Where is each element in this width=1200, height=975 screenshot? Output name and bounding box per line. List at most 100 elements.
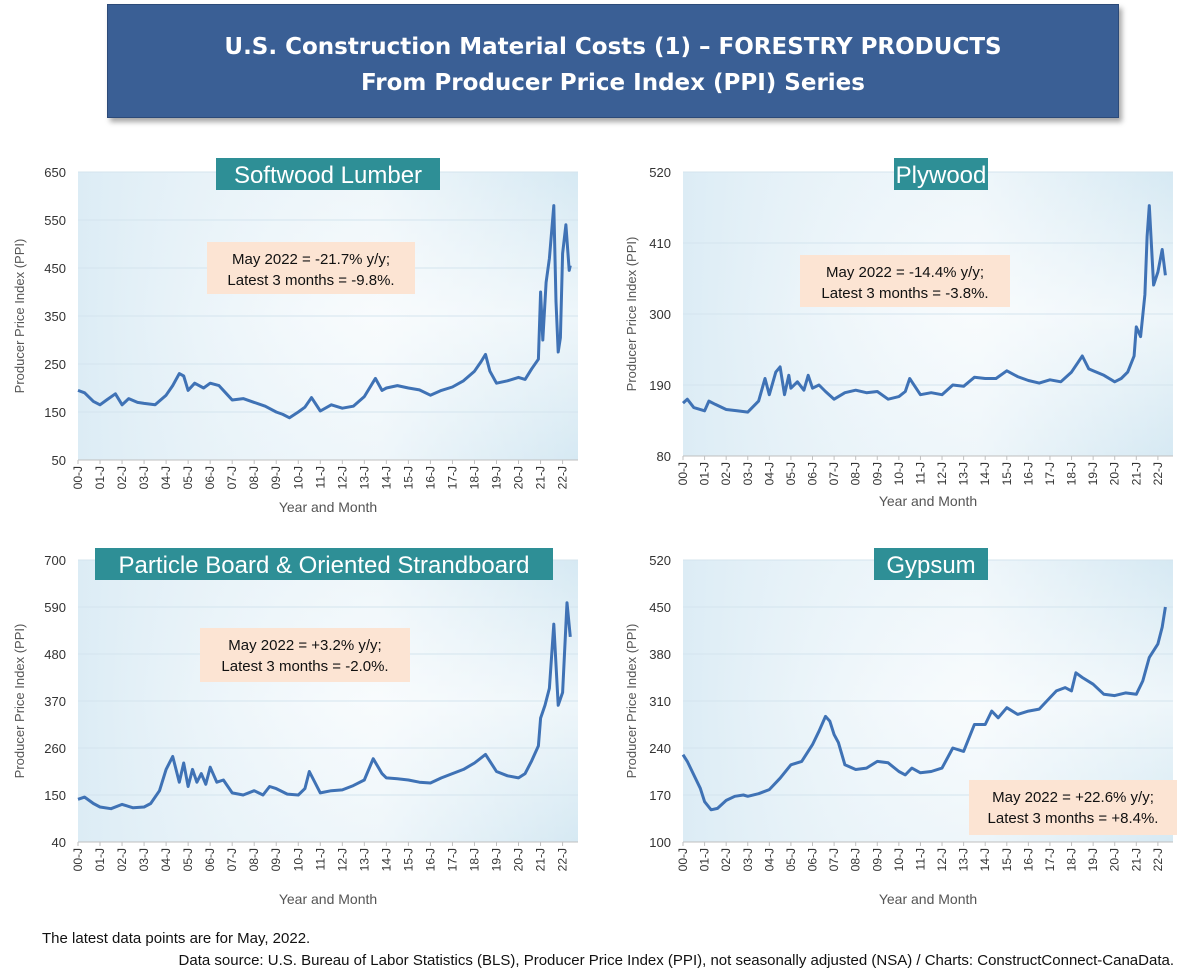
x-tick-label: 07-J [827,462,841,485]
softwood-lumber-chart: 50 150 250 350 450 550 650 00-J 01-J 02-J 03-J 04-J… [12,158,578,515]
x-tick-label: 09-J [269,466,283,489]
y-tick-label: 370 [44,694,66,709]
x-tick-label: 19-J [1086,848,1100,871]
x-tick-label: 09-J [870,462,884,485]
x-tick-label: 06-J [806,462,820,485]
x-tick-label: 21-J [534,466,548,489]
x-tick-label: 22-J [1151,462,1165,485]
x-tick-label: 13-J [957,848,971,871]
y-tick-label: 250 [44,357,66,372]
banner-title-line2: From Producer Price Index (PPI) Series [361,70,865,96]
y-tick-label: 80 [657,449,671,464]
x-tick-label: 14-J [978,848,992,871]
x-tick-label: 17-J [445,466,459,489]
x-tick-label: 00-J [71,848,85,871]
y-tick-label: 150 [44,788,66,803]
x-tick-label: 06-J [203,848,217,871]
x-tick-label: 13-J [357,848,371,871]
x-tick-label: 08-J [849,848,863,871]
x-tick-label: 00-J [676,848,690,871]
x-tick-label: 01-J [93,466,107,489]
x-tick-label: 14-J [379,466,393,489]
y-tick-label: 350 [44,309,66,324]
annotation-callout: May 2022 = -21.7% y/y; Latest 3 months = … [207,242,415,294]
x-tick-label: 03-J [741,848,755,871]
x-tick-label: 16-J [1021,848,1035,871]
x-tick-label: 22-J [1151,848,1165,871]
x-tick-label: 10-J [291,466,305,489]
x-tick-label: 22-J [556,466,570,489]
x-axis-label: Year and Month [279,891,377,907]
x-tick-label: 19-J [490,848,504,871]
y-tick-label: 190 [649,378,671,393]
data-source-note: Data source: U.S. Bureau of Labor Statis… [178,952,1174,969]
y-tick-label: 480 [44,647,66,662]
x-tick-label: 18-J [1065,848,1079,871]
x-tick-label: 07-J [827,848,841,871]
x-tick-label: 16-J [423,466,437,489]
x-tick-label: 10-J [892,848,906,871]
y-tick-label: 410 [649,236,671,251]
x-tick-label: 19-J [490,466,504,489]
x-tick-label: 04-J [159,848,173,871]
x-tick-label: 12-J [935,462,949,485]
y-tick-label: 650 [44,165,66,180]
series-line [681,606,1167,812]
x-tick-label: 07-J [225,466,239,489]
annotation-callout: May 2022 = +3.2% y/y; Latest 3 months = -… [200,628,410,682]
y-tick-label: 310 [649,694,671,709]
plywood-chart: 80 190 300 410 520 00-J 01-J 02-J 03-J 04-J 05-J 06… [624,158,1173,509]
y-tick-label: 550 [44,213,66,228]
annotation-callout: May 2022 = +22.6% y/y; Latest 3 months = … [969,780,1177,835]
x-tick-label: 04-J [762,848,776,871]
annotation-text: Latest 3 months = +8.4%. [988,810,1159,827]
x-tick-label: 21-J [1129,848,1143,871]
y-tick-label: 50 [52,453,66,468]
chart-title: Softwood Lumber [216,158,440,190]
x-tick-label: 00-J [71,466,85,489]
x-tick-label: 15-J [401,466,415,489]
x-tick-label: 13-J [957,462,971,485]
y-tick-label: 100 [649,835,671,850]
x-tick-label: 15-J [1000,848,1014,871]
x-axis-label: Year and Month [879,891,977,907]
chart-title: Particle Board & Oriented Strandboard [95,548,553,580]
x-tick-label: 16-J [1021,462,1035,485]
annotation-text: Latest 3 months = -9.8%. [227,272,394,289]
x-tick-label: 11-J [913,848,927,870]
x-tick-label: 11-J [313,466,327,488]
y-tick-label: 260 [44,741,66,756]
y-tick-label: 40 [52,835,66,850]
x-tick-label: 20-J [1108,462,1122,485]
x-tick-label: 19-J [1086,462,1100,485]
x-tick-label: 12-J [335,848,349,871]
particle-board-chart: 40 150 260 370 480 590 700 00-J 01-J 02-J 03-J 04-J… [12,548,578,907]
annotation-text: May 2022 = +22.6% y/y; [992,789,1154,806]
y-tick-label: 520 [649,553,671,568]
x-tick-label: 14-J [978,462,992,485]
x-tick-label: 02-J [115,848,129,871]
x-tick-label: 03-J [137,848,151,871]
x-tick-label: 00-J [676,462,690,485]
annotation-text: May 2022 = -14.4% y/y; [826,264,984,281]
y-tick-label: 380 [649,647,671,662]
x-tick-label: 04-J [159,466,173,489]
x-tick-label: 08-J [247,466,261,489]
x-tick-label: 12-J [935,848,949,871]
x-tick-label: 10-J [291,848,305,871]
y-tick-label: 520 [649,165,671,180]
x-tick-label: 06-J [203,466,217,489]
latest-data-note: The latest data points are for May, 2022… [42,930,311,947]
x-tick-label: 21-J [534,848,548,871]
y-axis-label: Producer Price Index (PPI) [12,624,27,779]
x-tick-label: 14-J [379,848,393,871]
chart-title-text: Gypsum [886,552,975,579]
x-tick-label: 20-J [1108,848,1122,871]
x-tick-label: 04-J [762,462,776,485]
x-tick-label: 01-J [698,848,712,871]
chart-title-text: Particle Board & Oriented Strandboard [119,552,530,579]
y-axis-label: Producer Price Index (PPI) [12,239,27,394]
x-tick-label: 11-J [313,848,327,870]
y-axis-label: Producer Price Index (PPI) [624,624,639,779]
x-tick-label: 16-J [423,848,437,871]
